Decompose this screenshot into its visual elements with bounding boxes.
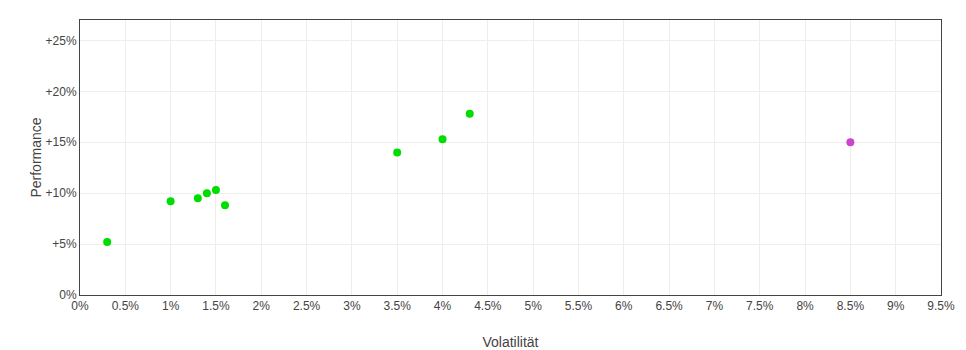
svg-text:9%: 9% bbox=[887, 299, 905, 313]
svg-text:9.5%: 9.5% bbox=[927, 299, 955, 313]
svg-text:+20%: +20% bbox=[46, 85, 77, 99]
svg-text:1.5%: 1.5% bbox=[202, 299, 230, 313]
svg-text:4.5%: 4.5% bbox=[474, 299, 502, 313]
svg-text:7.5%: 7.5% bbox=[746, 299, 774, 313]
svg-text:6%: 6% bbox=[615, 299, 633, 313]
svg-text:Volatilität: Volatilität bbox=[482, 334, 538, 350]
svg-text:8%: 8% bbox=[796, 299, 814, 313]
svg-text:3%: 3% bbox=[343, 299, 361, 313]
svg-text:8.5%: 8.5% bbox=[837, 299, 865, 313]
svg-text:+10%: +10% bbox=[46, 186, 77, 200]
svg-text:0%: 0% bbox=[71, 299, 89, 313]
svg-text:5%: 5% bbox=[524, 299, 542, 313]
svg-text:4%: 4% bbox=[434, 299, 452, 313]
svg-text:+25%: +25% bbox=[46, 34, 77, 48]
svg-text:+15%: +15% bbox=[46, 135, 77, 149]
svg-text:Performance: Performance bbox=[28, 117, 44, 197]
svg-text:7%: 7% bbox=[706, 299, 724, 313]
svg-text:1%: 1% bbox=[162, 299, 180, 313]
svg-text:0.5%: 0.5% bbox=[112, 299, 140, 313]
svg-text:5.5%: 5.5% bbox=[565, 299, 593, 313]
svg-text:3.5%: 3.5% bbox=[384, 299, 412, 313]
svg-text:6.5%: 6.5% bbox=[655, 299, 683, 313]
svg-text:2.5%: 2.5% bbox=[293, 299, 321, 313]
svg-text:0%: 0% bbox=[59, 288, 77, 302]
svg-text:+5%: +5% bbox=[52, 237, 77, 251]
svg-text:2%: 2% bbox=[253, 299, 271, 313]
